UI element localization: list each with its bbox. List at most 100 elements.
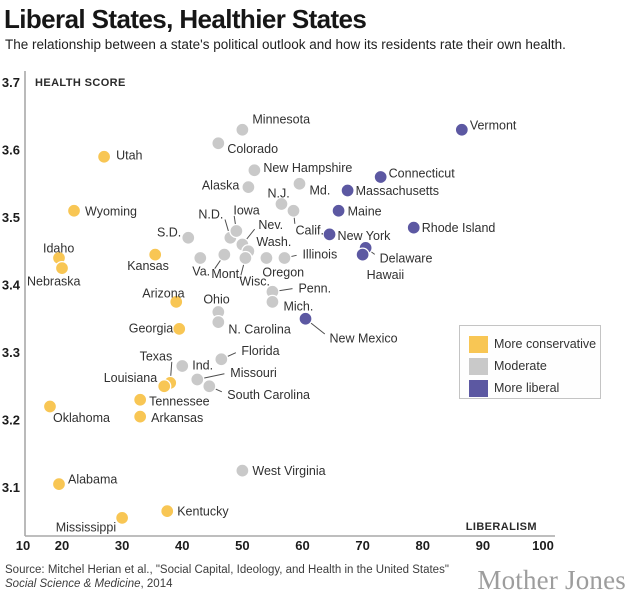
x-tick-50: 50 — [235, 538, 249, 553]
state-dot-md — [292, 176, 307, 191]
state-label-alaska: Alaska — [202, 179, 240, 193]
state-label-georgia: Georgia — [129, 321, 174, 335]
legend-item-conservative: More conservative — [469, 333, 600, 355]
state-dot-minnesota — [235, 122, 250, 137]
x-tick-80: 80 — [416, 538, 430, 553]
state-dot-florida — [214, 352, 229, 367]
y-tick-3-6: 3.6 — [2, 143, 20, 158]
state-label-south-carolina: South Carolina — [227, 388, 310, 402]
y-tick-3-4: 3.4 — [2, 278, 21, 293]
state-dot-arizona — [169, 294, 184, 310]
legend-label-conservative: More conservative — [494, 337, 597, 351]
state-dot-alabama — [51, 476, 67, 492]
state-label-kentucky: Kentucky — [177, 505, 229, 519]
state-dot-colorado — [211, 136, 226, 151]
state-dot-maine — [331, 203, 346, 218]
state-label-calif: Calif. — [295, 223, 323, 237]
state-dots — [42, 122, 469, 526]
legend-item-liberal: More liberal — [469, 377, 600, 399]
state-label-n-j: N.J. — [267, 187, 289, 201]
state-dot-s-d — [181, 230, 196, 245]
state-label-kansas: Kansas — [127, 259, 169, 273]
state-label-wash: Wash. — [256, 235, 291, 249]
legend-label-moderate: Moderate — [494, 359, 547, 373]
state-dot-nebraska — [54, 260, 70, 276]
state-label-mississippi: Mississippi — [56, 520, 116, 534]
state-dot-new-mexico — [298, 311, 313, 326]
state-dot-ind — [175, 358, 190, 374]
state-dot-louisiana — [157, 379, 172, 394]
x-axis-title: LIBERALISM — [466, 521, 537, 533]
state-label-penn: Penn. — [298, 281, 331, 295]
state-label-ind: Ind. — [192, 359, 213, 373]
source-journal: Social Science & Medicine — [5, 578, 141, 590]
state-dot-illinois — [277, 250, 292, 266]
state-label-n-carolina: N. Carolina — [228, 323, 291, 337]
x-tick-30: 30 — [115, 538, 129, 553]
y-tick-3-1: 3.1 — [2, 480, 20, 495]
state-dot-vermont — [454, 122, 469, 137]
state-dot-oklahoma — [42, 399, 58, 414]
source-note: Source: Mitchel Herian et al., "Social C… — [5, 563, 449, 591]
state-dot-iowa — [229, 223, 244, 239]
state-label-louisiana: Louisiana — [104, 371, 158, 385]
page-subtitle: The relationship between a state's polit… — [5, 37, 566, 52]
state-label-vermont: Vermont — [470, 118, 517, 132]
state-label-s-d: S.D. — [157, 225, 181, 239]
x-tick-90: 90 — [476, 538, 490, 553]
legend-swatch-moderate — [469, 357, 488, 375]
state-label-mont: Mont. — [211, 267, 242, 281]
y-tick-3-3: 3.3 — [2, 345, 20, 360]
state-label-idaho: Idaho — [43, 242, 74, 256]
y-tick-3-2: 3.2 — [2, 413, 20, 428]
state-labels: Minnesota Colorado Utah Vermont New Hampshir… — [27, 112, 517, 534]
state-dot-mont — [217, 247, 232, 262]
state-label-colorado: Colorado — [227, 142, 278, 156]
state-label-west-virginia: West Virginia — [252, 464, 325, 478]
y-tick-3-7: 3.7 — [2, 75, 20, 90]
state-label-va: Va. — [192, 265, 210, 279]
x-tick-10: 10 — [16, 538, 30, 553]
state-label-n-d: N.D. — [198, 207, 223, 221]
state-label-maine: Maine — [348, 204, 382, 218]
state-label-iowa: Iowa — [233, 204, 259, 218]
legend-swatch-conservative — [469, 335, 488, 353]
state-dot-n-carolina — [211, 314, 226, 330]
x-tick-20: 20 — [55, 538, 69, 553]
state-dot-massachusetts — [340, 183, 355, 198]
state-label-md: Md. — [309, 183, 330, 197]
state-label-ohio: Ohio — [203, 293, 229, 307]
state-label-nebraska: Nebraska — [27, 275, 81, 289]
state-label-tennessee: Tennessee — [149, 394, 210, 408]
state-dot-calif — [286, 203, 301, 218]
state-dot-n-j — [274, 196, 289, 212]
state-dot-mich — [265, 294, 280, 310]
y-axis-title: HEALTH SCORE — [35, 77, 126, 89]
state-label-rhode-island: Rhode Island — [422, 221, 496, 235]
state-label-florida: Florida — [241, 344, 279, 358]
legend-swatch-liberal — [469, 379, 488, 397]
state-dot-kansas — [148, 247, 163, 262]
axis-ticks: 10 20 30 40 50 60 70 80 90 100 3.7 3.6 3.5 3.4 3.3 3.2 3… — [2, 75, 554, 553]
mother-jones-logo: Mother Jones — [477, 565, 626, 595]
state-dot-rhode-island — [406, 220, 421, 235]
state-dot-hawaii — [355, 247, 370, 262]
state-label-wyoming: Wyoming — [85, 204, 137, 218]
state-label-illinois: Illinois — [302, 248, 337, 262]
state-label-massachusetts: Massachusetts — [356, 184, 439, 198]
state-label-utah: Utah — [116, 148, 142, 162]
state-dot-mississippi — [114, 510, 130, 526]
state-label-wisc: Wisc. — [239, 275, 270, 289]
state-dot-kentucky — [160, 503, 175, 519]
state-label-missouri: Missouri — [230, 366, 277, 380]
state-dot-georgia — [172, 321, 187, 337]
x-tick-40: 40 — [175, 538, 189, 553]
state-dot-alaska — [241, 179, 256, 195]
state-dot-missouri — [190, 372, 205, 387]
state-label-texas: Texas — [140, 349, 173, 363]
state-label-new-hampshire: New Hampshire — [263, 161, 352, 175]
x-tick-70: 70 — [355, 538, 369, 553]
legend-item-moderate: Moderate — [469, 355, 600, 377]
state-label-nev: Nev. — [258, 218, 283, 232]
